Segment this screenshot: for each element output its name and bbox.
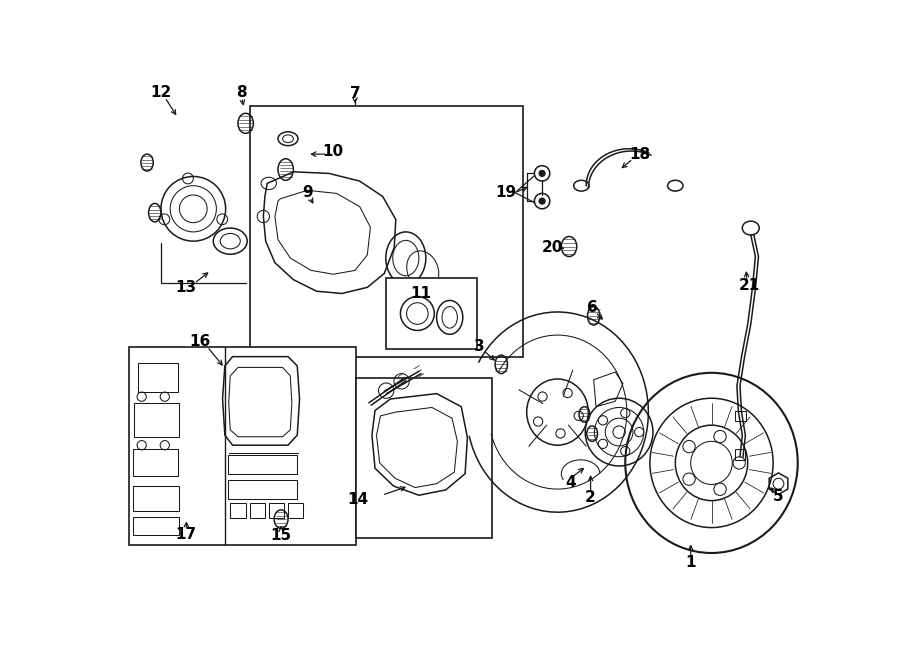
- Bar: [230, 503, 246, 518]
- Text: 1: 1: [686, 555, 696, 570]
- Text: 10: 10: [322, 144, 343, 159]
- Text: 14: 14: [347, 492, 369, 506]
- Ellipse shape: [539, 198, 545, 204]
- Bar: [386, 278, 477, 349]
- Text: 15: 15: [271, 528, 292, 543]
- Bar: [228, 480, 297, 499]
- Text: 12: 12: [150, 85, 172, 100]
- Text: 3: 3: [474, 339, 485, 354]
- Bar: [133, 517, 179, 536]
- Bar: [129, 348, 356, 545]
- Text: 7: 7: [350, 86, 360, 101]
- Text: 5: 5: [773, 489, 784, 504]
- Bar: [288, 503, 303, 518]
- Text: 16: 16: [189, 334, 210, 349]
- Bar: [133, 486, 179, 510]
- Text: 4: 4: [565, 475, 576, 490]
- Text: 2: 2: [585, 490, 596, 505]
- Bar: [134, 403, 179, 438]
- Bar: [269, 503, 284, 518]
- Text: 8: 8: [236, 85, 247, 100]
- Text: 20: 20: [542, 240, 562, 255]
- Bar: [249, 503, 265, 518]
- Text: 9: 9: [302, 185, 312, 200]
- Bar: [138, 363, 178, 392]
- Text: 6: 6: [587, 300, 598, 315]
- Text: 17: 17: [176, 527, 197, 542]
- Text: 11: 11: [410, 286, 431, 301]
- Text: 13: 13: [176, 280, 197, 295]
- Text: 18: 18: [629, 148, 651, 162]
- Bar: [735, 449, 744, 460]
- Bar: [228, 455, 297, 475]
- Bar: [249, 107, 523, 357]
- Text: 21: 21: [739, 278, 760, 293]
- Text: 19: 19: [495, 185, 517, 200]
- Bar: [735, 410, 746, 421]
- Ellipse shape: [539, 170, 545, 177]
- Bar: [356, 378, 492, 538]
- Bar: [133, 449, 178, 476]
